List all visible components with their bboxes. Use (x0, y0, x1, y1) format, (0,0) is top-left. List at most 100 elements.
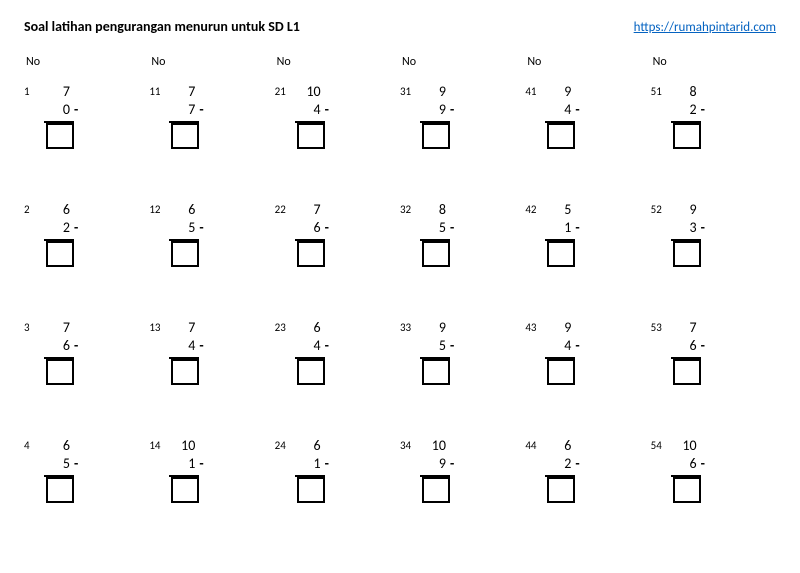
subtraction-stack: 104- (295, 83, 345, 149)
column-header: No (275, 55, 400, 69)
subtrahend: 1 (169, 455, 195, 473)
minuend-row: 7 (44, 83, 94, 101)
minuend-row: 9 (671, 201, 721, 219)
answer-box[interactable] (46, 477, 74, 503)
answer-box[interactable] (547, 359, 575, 385)
problem: 1177- (149, 83, 274, 173)
minus-operator: - (701, 101, 705, 119)
subtraction-stack: 62- (545, 437, 595, 503)
subtrahend-row: 0- (44, 101, 94, 119)
column-header: No (400, 55, 525, 69)
answer-box[interactable] (422, 359, 450, 385)
answer-box[interactable] (547, 123, 575, 149)
minus-operator: - (450, 337, 454, 355)
problem: 4394- (525, 319, 650, 409)
problem: 2364- (275, 319, 400, 409)
subtraction-stack: 51- (545, 201, 595, 267)
minus-operator: - (575, 337, 579, 355)
subtrahend: 5 (169, 219, 195, 237)
minus-operator: - (450, 455, 454, 473)
answer-box[interactable] (673, 123, 701, 149)
problem-number: 3 (24, 319, 44, 334)
subtraction-stack: 76- (671, 319, 721, 385)
subtrahend: 1 (295, 455, 321, 473)
problem: 3395- (400, 319, 525, 409)
subtraction-stack: 76- (44, 319, 94, 385)
minus-operator: - (450, 219, 454, 237)
minuend: 9 (671, 201, 697, 219)
minuend: 9 (420, 83, 446, 101)
problem: 54106- (651, 437, 776, 527)
subtrahend: 6 (671, 337, 697, 355)
subtrahend-row: 2- (44, 219, 94, 237)
subtrahend: 4 (545, 337, 571, 355)
minuend-row: 9 (420, 83, 470, 101)
minuend: 10 (295, 83, 321, 101)
minuend-row: 6 (44, 437, 94, 455)
minus-operator: - (199, 219, 203, 237)
answer-box[interactable] (171, 123, 199, 149)
subtraction-stack: 62- (44, 201, 94, 267)
problem: 3285- (400, 201, 525, 291)
answer-box[interactable] (297, 123, 325, 149)
subtrahend-row: 4- (545, 101, 595, 119)
minuend: 8 (420, 201, 446, 219)
minuend-row: 10 (295, 83, 345, 101)
answer-box[interactable] (422, 241, 450, 267)
problem: 2276- (275, 201, 400, 291)
minuend-row: 6 (545, 437, 595, 455)
subtraction-stack: 109- (420, 437, 470, 503)
subtrahend: 9 (420, 101, 446, 119)
answer-box[interactable] (673, 359, 701, 385)
minuend: 6 (44, 437, 70, 455)
minus-operator: - (74, 337, 78, 355)
source-url[interactable]: https://rumahpintarid.com (634, 20, 776, 35)
minus-operator: - (74, 455, 78, 473)
problem: 2461- (275, 437, 400, 527)
subtrahend: 0 (44, 101, 70, 119)
subtrahend-row: 1- (169, 455, 219, 473)
subtrahend: 5 (420, 219, 446, 237)
answer-box[interactable] (297, 241, 325, 267)
answer-box[interactable] (46, 123, 74, 149)
answer-box[interactable] (46, 241, 74, 267)
minus-operator: - (199, 455, 203, 473)
subtrahend: 2 (545, 455, 571, 473)
minus-operator: - (575, 455, 579, 473)
answer-box[interactable] (547, 241, 575, 267)
problem: 4251- (525, 201, 650, 291)
answer-box[interactable] (297, 359, 325, 385)
answer-box[interactable] (297, 477, 325, 503)
answer-box[interactable] (171, 477, 199, 503)
worksheet-column: No21104-2276-2364-2461- (275, 55, 400, 555)
minuend-row: 10 (420, 437, 470, 455)
answer-box[interactable] (422, 477, 450, 503)
answer-box[interactable] (171, 359, 199, 385)
answer-box[interactable] (673, 241, 701, 267)
minuend-row: 5 (545, 201, 595, 219)
answer-box[interactable] (422, 123, 450, 149)
problem-number: 12 (149, 201, 169, 216)
problem-number: 31 (400, 83, 420, 98)
subtrahend: 6 (295, 219, 321, 237)
subtraction-stack: 95- (420, 319, 470, 385)
minuend-row: 7 (671, 319, 721, 337)
minuend: 7 (44, 83, 70, 101)
worksheet-column: No170-262-376-465- (24, 55, 149, 555)
subtrahend-row: 6- (671, 337, 721, 355)
problem: 4462- (525, 437, 650, 527)
minuend: 6 (44, 201, 70, 219)
answer-box[interactable] (171, 241, 199, 267)
answer-box[interactable] (46, 359, 74, 385)
header: Soal latihan pengurangan menurun untuk S… (24, 18, 776, 35)
problem-number: 2 (24, 201, 44, 216)
problem-number: 14 (149, 437, 169, 452)
problem: 465- (24, 437, 149, 527)
minuend-row: 7 (169, 83, 219, 101)
answer-box[interactable] (673, 477, 701, 503)
minus-operator: - (575, 219, 579, 237)
problem-number: 33 (400, 319, 420, 334)
minuend: 5 (545, 201, 571, 219)
answer-box[interactable] (547, 477, 575, 503)
minus-operator: - (74, 101, 78, 119)
